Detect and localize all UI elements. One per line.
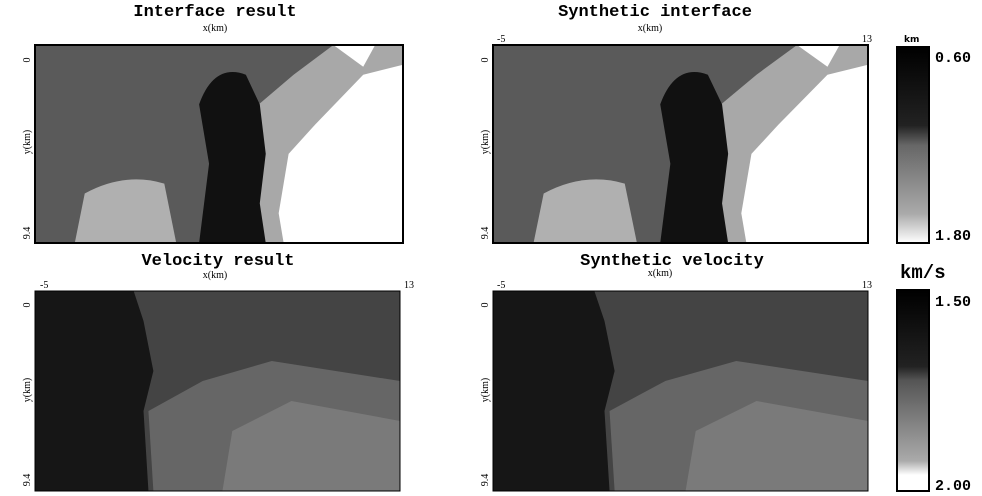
- y-tick: 9.4: [480, 227, 491, 240]
- image: [493, 45, 868, 243]
- panel-title: Synthetic velocity: [580, 252, 764, 271]
- panel: Velocity result x(km) -5 13 0 9.4 y(km): [22, 252, 414, 492]
- x-label: x(km): [648, 268, 672, 279]
- panel: Synthetic velocity x(km) -5 13 0 9.4 y(k…: [480, 252, 872, 492]
- image: [493, 291, 868, 491]
- x-tick: -5: [497, 280, 505, 291]
- frame: [492, 44, 869, 244]
- y-tick: 9.4: [22, 227, 33, 240]
- colorbar-unit: km/s: [900, 262, 946, 284]
- y-label: y(km): [480, 378, 491, 402]
- image: [35, 291, 400, 491]
- x-tick: 13: [404, 280, 414, 291]
- panel-title: Synthetic interface: [558, 3, 752, 22]
- x-tick: 13: [862, 280, 872, 291]
- colorbar-unit: km: [904, 35, 919, 45]
- y-tick: 9.4: [480, 474, 491, 487]
- y-tick: 0: [480, 303, 491, 308]
- x-label: x(km): [638, 23, 662, 34]
- x-label: x(km): [203, 270, 227, 281]
- panel: Interface result x(km) 0 9.4 y(km): [22, 3, 404, 244]
- colorbar: km 0.60 1.80: [896, 35, 971, 245]
- frame: [34, 44, 404, 244]
- x-label: x(km): [203, 23, 227, 34]
- colorbar-tick: 2.00: [935, 478, 971, 495]
- panel: Synthetic interface x(km) -5 13 0 9.4 y(…: [480, 3, 872, 244]
- colorbar: km/s 1.50 2.00: [896, 262, 971, 495]
- y-tick: 9.4: [22, 474, 33, 487]
- panel-title: Velocity result: [141, 252, 294, 271]
- y-label: y(km): [480, 130, 491, 154]
- y-tick: 0: [22, 303, 33, 308]
- colorbar-tick: 1.80: [935, 228, 971, 245]
- x-tick: 13: [862, 34, 872, 45]
- y-tick: 0: [22, 58, 33, 63]
- colorbar-tick: 0.60: [935, 50, 971, 67]
- y-label: y(km): [22, 130, 33, 154]
- image: [35, 45, 403, 243]
- x-tick: -5: [497, 34, 505, 45]
- y-tick: 0: [480, 58, 491, 63]
- frame: [492, 290, 869, 492]
- panel-title: Interface result: [133, 3, 296, 22]
- colorbar-tick: 1.50: [935, 294, 971, 311]
- frame: [34, 290, 401, 492]
- colorbar-scale: [896, 289, 930, 492]
- colorbar-scale: [896, 46, 930, 244]
- y-label: y(km): [22, 378, 33, 402]
- x-tick: -5: [40, 280, 48, 291]
